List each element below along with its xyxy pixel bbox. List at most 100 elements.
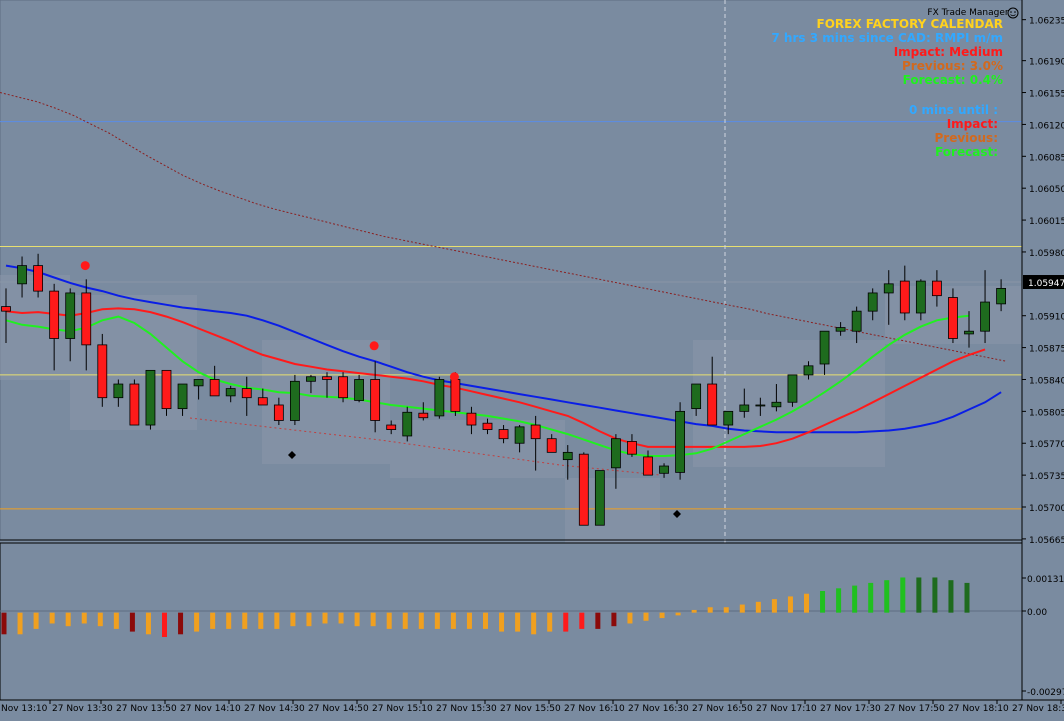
candle-body [819,330,830,365]
indicator-tick-label: 0.001318 [1027,575,1064,585]
candle [386,420,397,435]
smiley-icon[interactable] [1007,7,1019,19]
candle-body [322,376,332,380]
candle [819,330,830,375]
candle-body [498,429,509,440]
candle-body [1,306,11,312]
candle [659,463,669,478]
histogram-bar [771,599,777,613]
candle-body [996,287,1006,305]
candle-body [193,379,204,387]
histogram-bar [563,612,569,632]
histogram-bar [707,607,713,613]
candle-body [851,310,862,332]
histogram-indicator [1,577,970,638]
sell-signal-dot [80,261,90,271]
candle [33,253,43,298]
candle-body [835,327,846,332]
candle-body [739,404,750,412]
time-axis: Nov 13:10 27 Nov 13:30 27 Nov 13:50 27 Nov … [1,700,1064,714]
candle-body [755,404,766,407]
histogram-bar [643,612,649,621]
sell-signal-dot [369,341,379,351]
trend-channel-line [189,417,661,476]
candlesticks [1,253,1006,526]
time-tick-label: 27 Nov 14:10 [180,704,241,714]
histogram-bar [226,612,232,629]
price-tick-label: 1.05665 [1029,536,1064,546]
candle [675,402,685,480]
candle [81,279,92,371]
histogram-bar [194,612,200,632]
price-tick-label: 1.06085 [1029,153,1064,163]
histogram-bar [916,577,922,613]
candle-body [675,410,685,473]
candle [338,372,348,403]
indicator-axis: 0.001318 0.00 -0.00297 [1022,575,1064,698]
candle-body [450,379,461,412]
histogram-bar [611,612,617,627]
price-tick-label: 1.06120 [1029,121,1064,131]
time-tick-label: 27 Nov 14:50 [308,704,369,714]
candle [578,452,589,526]
candle [899,265,910,321]
candle [241,376,252,416]
histogram-bar [129,612,135,632]
histogram-bar [290,612,296,627]
candle-body [643,456,653,476]
candle-body [803,365,814,376]
current-price-label: 1.05947 [1028,279,1064,289]
time-tick-label: 27 Nov 17:30 [820,704,881,714]
candle-body [33,265,43,292]
price-tick-label: 1.05980 [1029,249,1064,259]
histogram-bar [402,612,408,629]
price-tick-label: 1.06015 [1029,217,1064,227]
time-tick-label: 27 Nov 16:30 [628,704,689,714]
candle-body [980,301,990,332]
histogram-bar [675,612,681,616]
candle [980,270,990,344]
histogram-bar [499,612,505,632]
candle-body [370,379,381,421]
candle-body [530,424,541,440]
histogram-bar [81,612,87,624]
candle-body [578,453,589,526]
time-tick-label: 27 Nov 13:50 [116,704,177,714]
candle-body [466,412,477,426]
time-tick-label: 27 Nov 15:50 [500,704,561,714]
histogram-bar [258,612,264,629]
candle [627,434,637,457]
histogram-bar [17,612,23,635]
candle [530,415,541,471]
candle-body [81,292,92,346]
time-tick-label: 27 Nov 17:10 [756,704,817,714]
candle [1,288,11,344]
candle-body [402,411,413,437]
candle [867,288,878,321]
candle [787,374,798,407]
candle-body [691,383,702,410]
candle [418,402,429,421]
candle-body [867,292,878,312]
histogram-bar [242,612,248,629]
histogram-bar [466,612,472,629]
histogram-bar [932,577,938,613]
price-tick-label: 1.06190 [1029,58,1064,68]
session-box [693,340,885,467]
histogram-bar [178,612,184,635]
candle-body [627,441,637,455]
time-tick-label: 27 Nov 14:30 [244,704,305,714]
candle-body [306,376,316,382]
candle-body [225,388,236,397]
histogram-bar [33,612,39,629]
histogram-bar [113,612,119,629]
candle [225,385,236,403]
time-tick-label: 27 Nov 15:30 [436,704,497,714]
time-tick-label: 27 Nov 18:3 [1012,704,1064,714]
histogram-bar [274,612,280,629]
time-tick-label: 27 Nov 17:50 [884,704,945,714]
price-tick-label: 1.05910 [1029,313,1064,323]
candle [546,434,557,453]
